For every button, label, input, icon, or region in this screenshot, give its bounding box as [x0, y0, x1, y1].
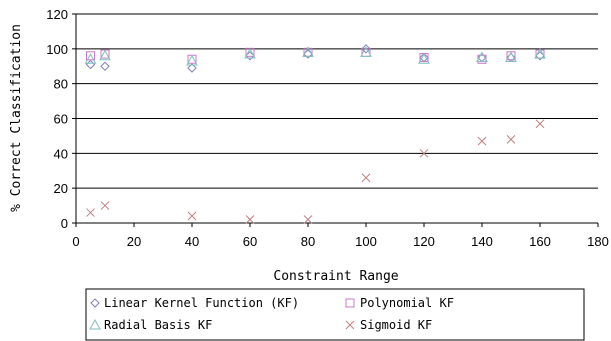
- legend-triangle-icon: [89, 318, 101, 330]
- y-tick-label-100: 100: [46, 42, 68, 57]
- legend-label-diamond: Linear Kernel Function (KF): [104, 296, 299, 310]
- point-cross-9: [535, 119, 545, 129]
- series-square: [86, 47, 545, 64]
- series-triangle: [84, 46, 546, 66]
- point-diamond-0: [85, 59, 96, 70]
- legend-diamond-icon: [90, 298, 100, 308]
- point-triangle-6: [418, 53, 430, 64]
- y-tick-labels: 0 20 40 60 80 100 120: [46, 7, 68, 231]
- point-cross-0: [86, 208, 95, 217]
- point-triangle-2: [186, 54, 198, 66]
- point-diamond-4: [303, 49, 313, 59]
- point-triangle-7: [476, 51, 488, 63]
- x-tick-label-40: 40: [185, 234, 199, 249]
- x-axis-label: Constraint Range: [273, 269, 398, 284]
- point-cross-6: [419, 148, 429, 158]
- legend-label-triangle: Radial Basis KF: [104, 318, 212, 332]
- legend-square-icon: [345, 298, 355, 308]
- x-tick-label-120: 120: [413, 234, 435, 249]
- point-triangle-3: [244, 48, 256, 59]
- legend-item-square: Polynomial KF: [345, 296, 454, 310]
- point-triangle-9: [534, 48, 546, 59]
- y-tick-label-60: 60: [54, 112, 68, 127]
- point-cross-2: [187, 211, 197, 221]
- legend-item-cross: Sigmoid KF: [345, 318, 432, 332]
- legend-items: Linear Kernel Function (KF) Polynomial KF…: [89, 296, 454, 332]
- x-tick-label-80: 80: [301, 234, 315, 249]
- data-points: [84, 44, 546, 224]
- legend-label-square: Polynomial KF: [360, 296, 454, 310]
- y-tick-label-80: 80: [54, 77, 68, 92]
- x-tick-label-100: 100: [355, 234, 377, 249]
- point-cross-7: [477, 136, 487, 146]
- legend: Linear Kernel Function (KF) Polynomial KF…: [85, 288, 585, 341]
- y-tick-label-40: 40: [54, 146, 68, 161]
- y-tick-label-120: 120: [46, 7, 68, 22]
- x-tick-label-140: 140: [471, 234, 493, 249]
- point-diamond-3: [245, 51, 255, 61]
- point-diamond-2: [187, 63, 197, 73]
- y-axis-label: % Correct Classification: [9, 24, 24, 212]
- legend-item-triangle: Radial Basis KF: [89, 318, 212, 332]
- y-tick-label-0: 0: [61, 216, 68, 231]
- x-tick-labels: 0 20 40 60 80 100 120 140 160 180: [72, 234, 608, 249]
- point-cross-5: [361, 173, 371, 183]
- point-cross-8: [506, 135, 516, 144]
- point-triangle-1: [99, 49, 111, 61]
- x-tick-label-20: 20: [127, 234, 141, 249]
- legend-item-diamond: Linear Kernel Function (KF): [90, 296, 299, 310]
- point-diamond-9: [535, 51, 545, 61]
- axes: [72, 13, 599, 227]
- point-triangle-5: [360, 46, 372, 57]
- x-tick-label-160: 160: [529, 234, 551, 249]
- point-triangle-4: [302, 46, 314, 57]
- legend-cross-icon: [345, 320, 355, 330]
- x-tick-label-180: 180: [587, 234, 609, 249]
- point-diamond-5: [361, 44, 371, 54]
- legend-box: [85, 288, 585, 341]
- series-cross: [86, 119, 545, 224]
- point-cross-3: [245, 215, 255, 224]
- legend-label-cross: Sigmoid KF: [360, 318, 432, 332]
- gridlines: [76, 13, 598, 189]
- point-triangle-0: [84, 53, 97, 64]
- point-square-0: [86, 51, 95, 61]
- point-diamond-1: [100, 61, 110, 71]
- point-cross-1: [100, 201, 110, 210]
- x-tick-label-60: 60: [243, 234, 257, 249]
- point-cross-4: [303, 215, 313, 224]
- y-tick-label-20: 20: [54, 181, 68, 196]
- x-tick-label-0: 0: [72, 234, 79, 249]
- point-triangle-8: [505, 51, 517, 63]
